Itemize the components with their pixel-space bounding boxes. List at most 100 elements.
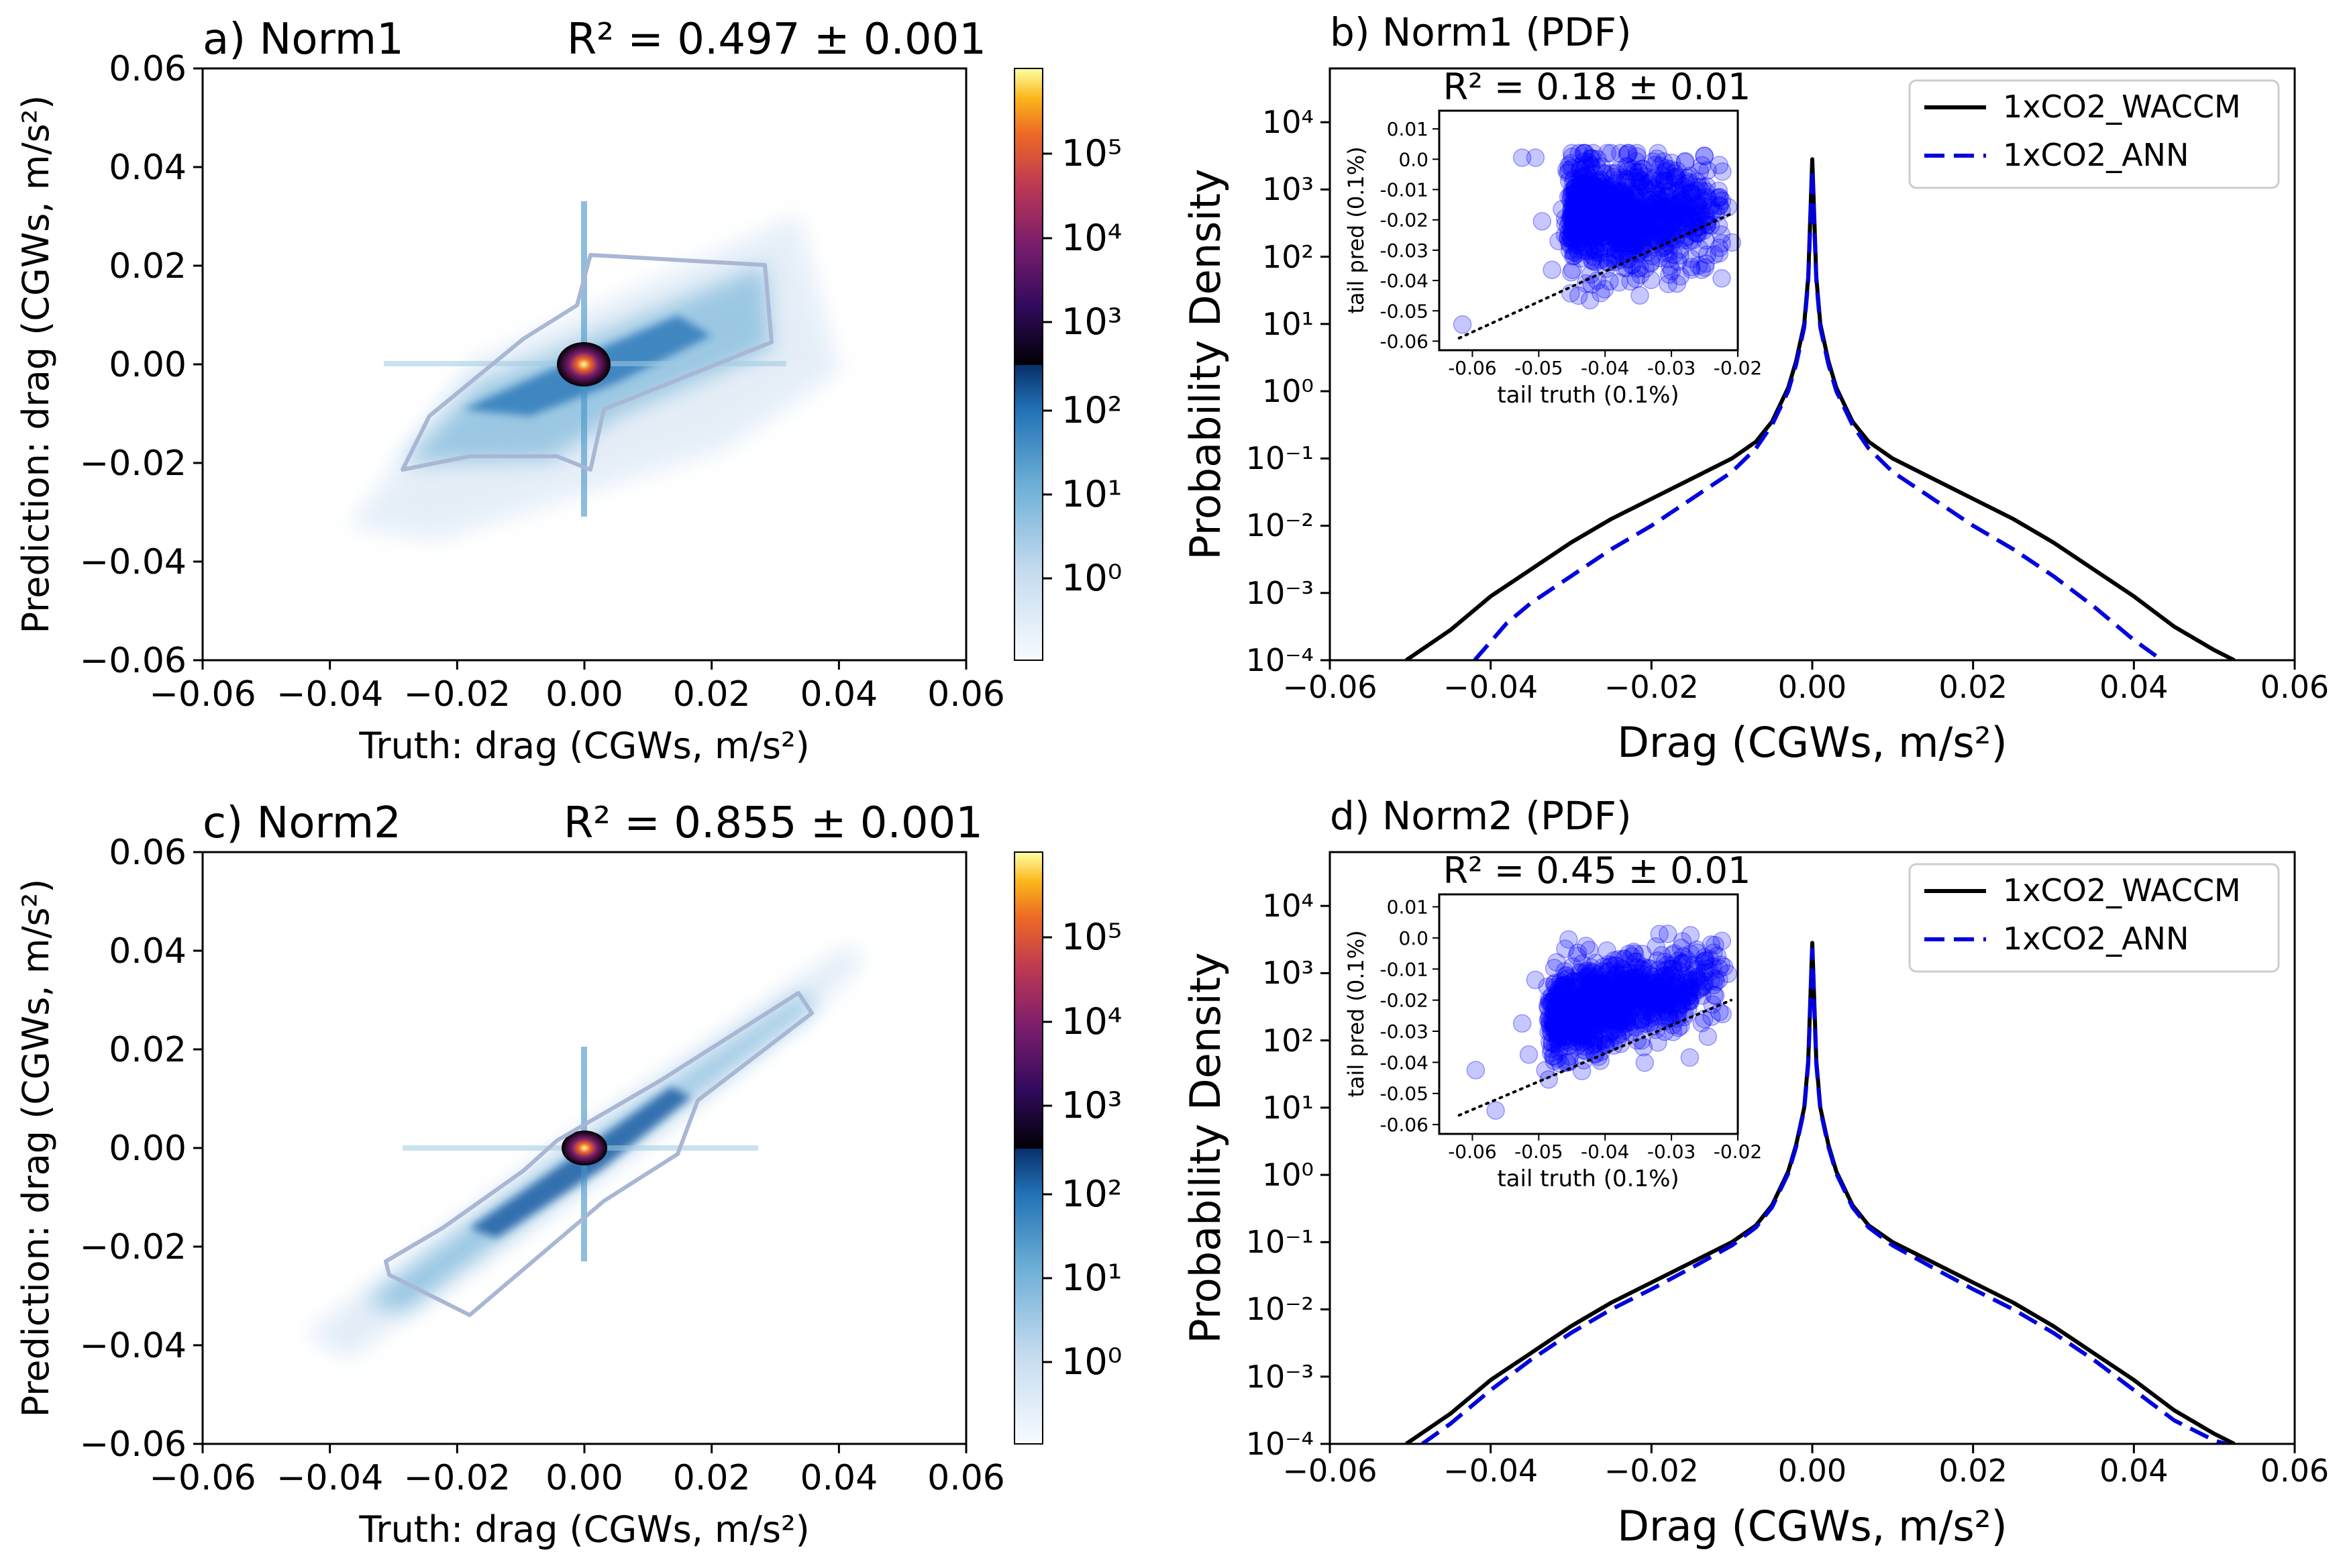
- inset-scatter-point: [1590, 194, 1610, 213]
- inset-scatter-point: [1566, 1018, 1585, 1037]
- inset-scatter-point: [1586, 178, 1605, 198]
- tick-label: -0.03: [1380, 240, 1428, 262]
- inset-scatter-point: [1577, 165, 1596, 185]
- inset-scatter-point: [1565, 169, 1583, 189]
- inset-scatter-point: [1608, 221, 1628, 241]
- inset-scatter-point: [1577, 1031, 1596, 1051]
- inset-scatter-point: [1647, 180, 1665, 200]
- panel-b-inset-points: [1453, 144, 1742, 334]
- inset-scatter-point: [1628, 205, 1648, 224]
- inset-scatter-point: [1598, 215, 1617, 235]
- inset-scatter-point: [1579, 201, 1599, 219]
- inset-scatter-point: [1563, 185, 1582, 203]
- inset-scatter-point: [1586, 1015, 1605, 1034]
- inset-scatter-point: [1582, 972, 1601, 991]
- inset-scatter-point: [1661, 217, 1680, 236]
- inset-scatter-point: [1614, 217, 1633, 237]
- inset-scatter-point: [1706, 972, 1726, 991]
- inset-scatter-point: [1709, 181, 1728, 201]
- inset-scatter-point: [1557, 1005, 1575, 1024]
- inset-scatter-point: [1605, 203, 1624, 221]
- inset-scatter-point: [1578, 197, 1598, 215]
- inset-scatter-point: [1705, 245, 1724, 264]
- inset-scatter-point: [1593, 982, 1612, 1002]
- inset-scatter-point: [1581, 150, 1600, 168]
- inset-scatter-point: [1544, 1002, 1563, 1021]
- inset-scatter-point: [1680, 1048, 1700, 1067]
- inset-scatter-point: [1608, 193, 1628, 213]
- inset-scatter-point: [1630, 198, 1649, 217]
- inset-scatter-point: [1639, 197, 1658, 217]
- tick-label: 10⁻³: [1246, 575, 1314, 611]
- series-1xco2-ann-line: [1473, 167, 2164, 660]
- inset-scatter-point: [1649, 144, 1667, 163]
- inset-scatter-point: [1698, 189, 1717, 209]
- inset-scatter-point: [1546, 1035, 1565, 1054]
- inset-scatter-point: [1557, 160, 1576, 180]
- inset-scatter-point: [1668, 998, 1687, 1018]
- inset-scatter-point: [1602, 164, 1621, 183]
- inset-scatter-point: [1655, 199, 1674, 218]
- inset-scatter-point: [1564, 223, 1583, 242]
- inset-scatter-point: [1587, 209, 1607, 228]
- inset-scatter-point: [1677, 950, 1697, 970]
- inset-scatter-point: [1603, 226, 1622, 246]
- inset-scatter-point: [1604, 999, 1622, 1018]
- inset-scatter-point: [1622, 233, 1642, 253]
- inset-scatter-point: [1562, 263, 1581, 282]
- inset-scatter-point: [1572, 216, 1591, 236]
- inset-scatter-point: [1563, 1004, 1582, 1023]
- tick-label: 0.00: [1778, 669, 1846, 705]
- tick-label: 0.06: [109, 833, 187, 873]
- tick-label: -0.06: [1380, 330, 1428, 352]
- inset-scatter-point: [1650, 203, 1669, 223]
- inset-scatter-point: [1687, 943, 1707, 962]
- inset-scatter-point: [1576, 223, 1595, 242]
- inset-scatter-point: [1634, 159, 1653, 178]
- inset-scatter-point: [1654, 166, 1673, 186]
- inset-scatter-point: [1618, 225, 1637, 244]
- inset-scatter-point: [1687, 181, 1706, 200]
- inset-scatter-point: [1689, 177, 1708, 197]
- inset-scatter-point: [1664, 977, 1683, 996]
- inset-scatter-point: [1694, 953, 1714, 972]
- inset-scatter-point: [1641, 1013, 1659, 1033]
- inset-scatter-point: [1560, 1020, 1579, 1039]
- inset-scatter-point: [1628, 168, 1647, 187]
- inset-scatter-point: [1582, 209, 1602, 229]
- inset-scatter-point: [1608, 972, 1626, 992]
- inset-scatter-point: [1560, 1029, 1579, 1047]
- inset-scatter-point: [1630, 258, 1649, 277]
- inset-scatter-point: [1595, 215, 1614, 235]
- inset-scatter-point: [1602, 187, 1620, 205]
- inset-scatter-point: [1604, 189, 1624, 207]
- inset-scatter-point: [1632, 232, 1652, 252]
- inset-scatter-point: [1581, 205, 1601, 225]
- panel-c-density: [305, 946, 866, 1359]
- inset-scatter-point: [1579, 177, 1598, 196]
- inset-scatter-point: [1569, 180, 1588, 199]
- inset-scatter-point: [1611, 215, 1630, 235]
- inset-scatter-point: [1559, 187, 1578, 207]
- inset-scatter-point: [1658, 996, 1677, 1014]
- inset-scatter-point: [1645, 998, 1664, 1017]
- inset-scatter-point: [1657, 162, 1676, 180]
- inset-scatter-point: [1559, 217, 1577, 236]
- legend-frame: [1908, 79, 2280, 189]
- panel-d-inset-diagonal: [1457, 998, 1733, 1117]
- inset-scatter-point: [1574, 144, 1594, 163]
- inset-scatter-point: [1574, 1007, 1594, 1026]
- inset-scatter-point: [1602, 986, 1620, 1006]
- inset-scatter-point: [1610, 1006, 1628, 1025]
- inset-scatter-point: [1602, 216, 1622, 236]
- inset-scatter-point: [1566, 182, 1585, 202]
- inset-scatter-point: [1576, 963, 1595, 982]
- inset-scatter-point: [1651, 972, 1670, 991]
- inset-scatter-point: [1683, 986, 1702, 1006]
- inset-scatter-point: [1543, 1020, 1563, 1039]
- inset-scatter-point: [1571, 174, 1590, 193]
- tick-label: −0.06: [149, 674, 256, 715]
- inset-scatter-point: [1561, 227, 1580, 246]
- inset-scatter-point: [1652, 1002, 1671, 1021]
- inset-scatter-point: [1632, 959, 1651, 978]
